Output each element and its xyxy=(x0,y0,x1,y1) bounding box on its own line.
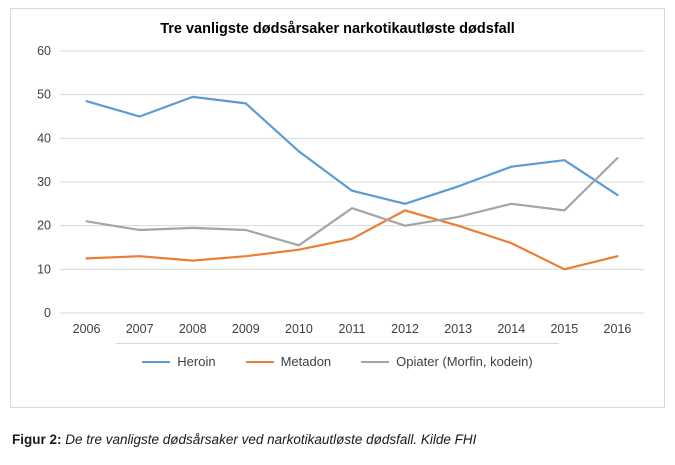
x-tick-label: 2007 xyxy=(125,322,153,336)
x-tick-label: 2010 xyxy=(285,322,313,336)
x-tick-label: 2015 xyxy=(550,322,578,336)
series-line-heroin xyxy=(84,95,619,205)
y-tick-label: 40 xyxy=(37,131,51,145)
x-tick-label: 2016 xyxy=(603,322,631,336)
y-tick-label: 10 xyxy=(37,262,51,276)
y-tick-label: 0 xyxy=(44,306,51,320)
opiater-line-marker-icon xyxy=(361,360,390,363)
x-tick-label: 2013 xyxy=(444,322,472,336)
x-tick-label: 2009 xyxy=(231,322,259,336)
legend-label-metadon: Metadon xyxy=(280,354,332,369)
y-tick-label: 50 xyxy=(37,88,51,102)
series-line-opiater-morfin-kodein xyxy=(84,156,619,247)
metadon-line-marker-icon xyxy=(245,360,274,363)
y-tick-label: 20 xyxy=(37,219,51,233)
x-tick-label: 2014 xyxy=(497,322,525,336)
x-tick-label: 2008 xyxy=(178,322,206,336)
legend-item-opiater: Opiater (Morfin, kodein) xyxy=(361,354,533,369)
legend-item-heroin: Heroin xyxy=(142,354,216,369)
series-line-metadon xyxy=(84,209,619,271)
figure-caption: Figur 2: De tre vanligste dødsårsaker ve… xyxy=(12,432,476,447)
x-tick-label: 2006 xyxy=(72,322,100,336)
legend-label-heroin: Heroin xyxy=(177,354,216,369)
figure-caption-label: Figur 2: xyxy=(12,432,62,447)
chart-plot-area: 0 10 20 30 40 50 60 2006 2007 2008 2009 2010 2011 201… xyxy=(37,44,644,336)
chart-container: Tre vanligste dødsårsaker narkotikautløs… xyxy=(10,8,665,408)
legend-item-metadon: Metadon xyxy=(245,354,332,369)
chart-legend: Heroin Metadon Opiater (Morfin, kodein) xyxy=(116,343,559,369)
legend-label-opiater: Opiater (Morfin, kodein) xyxy=(396,354,533,369)
chart-title: Tre vanligste dødsårsaker narkotikautløs… xyxy=(160,21,515,37)
heroin-line-marker-icon xyxy=(142,360,171,363)
figure-caption-text: De tre vanligste dødsårsaker ved narkoti… xyxy=(61,432,477,447)
y-tick-label: 60 xyxy=(37,44,51,58)
x-tick-label: 2012 xyxy=(391,322,419,336)
y-tick-label: 30 xyxy=(37,175,51,189)
x-tick-label: 2011 xyxy=(338,322,365,336)
